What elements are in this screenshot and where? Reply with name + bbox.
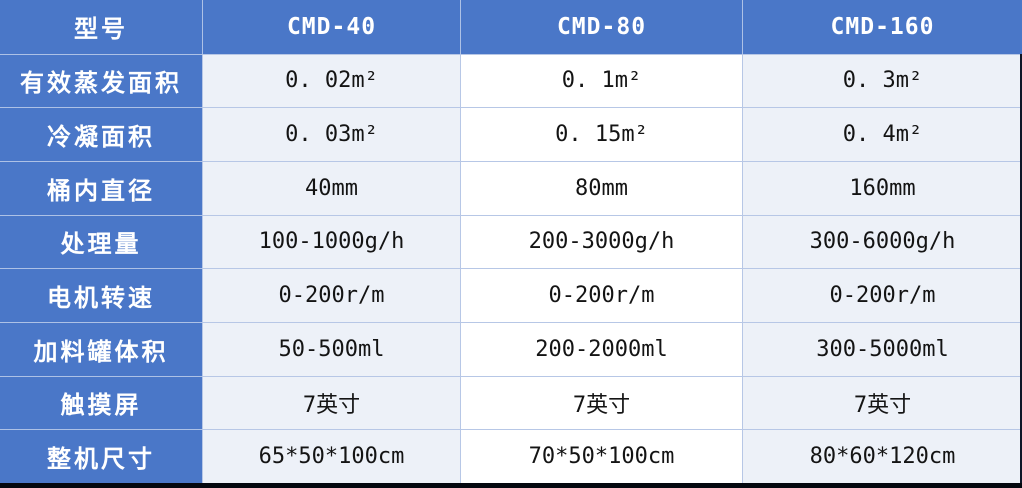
row-label: 处理量 (0, 214, 202, 269)
cell-value: 300-6000g/h (742, 214, 1022, 269)
row-label: 加料罐体积 (0, 322, 202, 376)
cell-value: 0. 3m² (742, 53, 1022, 108)
row-label: 冷凝面积 (0, 107, 202, 161)
cell-value: 70*50*100cm (460, 429, 742, 483)
cell-value: 0-200r/m (742, 268, 1022, 322)
cell-value: 65*50*100cm (202, 429, 460, 483)
row-label: 桶内直径 (0, 161, 202, 215)
table-bottom-border (0, 483, 1022, 488)
cell-value: 7英寸 (202, 375, 460, 430)
cell-value: 0-200r/m (460, 268, 742, 322)
cell-value: 7英寸 (460, 375, 742, 430)
cell-value: 160mm (742, 161, 1022, 215)
cell-value: 0. 1m² (460, 53, 742, 108)
table-right-border (1020, 54, 1022, 488)
cell-value: 300-5000ml (742, 322, 1022, 376)
cell-value: 200-3000g/h (460, 214, 742, 269)
cell-value: 50-500ml (202, 322, 460, 376)
col-header-model: 型号 (0, 0, 202, 54)
cell-value: 200-2000ml (460, 322, 742, 376)
row-label: 整机尺寸 (0, 429, 202, 483)
row-label: 触摸屏 (0, 375, 202, 430)
cell-value: 0. 15m² (460, 107, 742, 161)
cell-value: 40mm (202, 161, 460, 215)
cell-value: 0. 02m² (202, 53, 460, 108)
row-label: 电机转速 (0, 268, 202, 322)
cell-value: 80*60*120cm (742, 429, 1022, 483)
cell-value: 0-200r/m (202, 268, 460, 322)
cell-value: 0. 03m² (202, 107, 460, 161)
row-label: 有效蒸发面积 (0, 53, 202, 108)
col-header-cmd-40: CMD-40 (202, 0, 460, 54)
col-header-cmd-80: CMD-80 (460, 0, 742, 54)
cell-value: 0. 4m² (742, 107, 1022, 161)
cell-value: 7英寸 (742, 375, 1022, 430)
cell-value: 80mm (460, 161, 742, 215)
cell-value: 100-1000g/h (202, 214, 460, 269)
col-header-cmd-160: CMD-160 (742, 0, 1022, 54)
